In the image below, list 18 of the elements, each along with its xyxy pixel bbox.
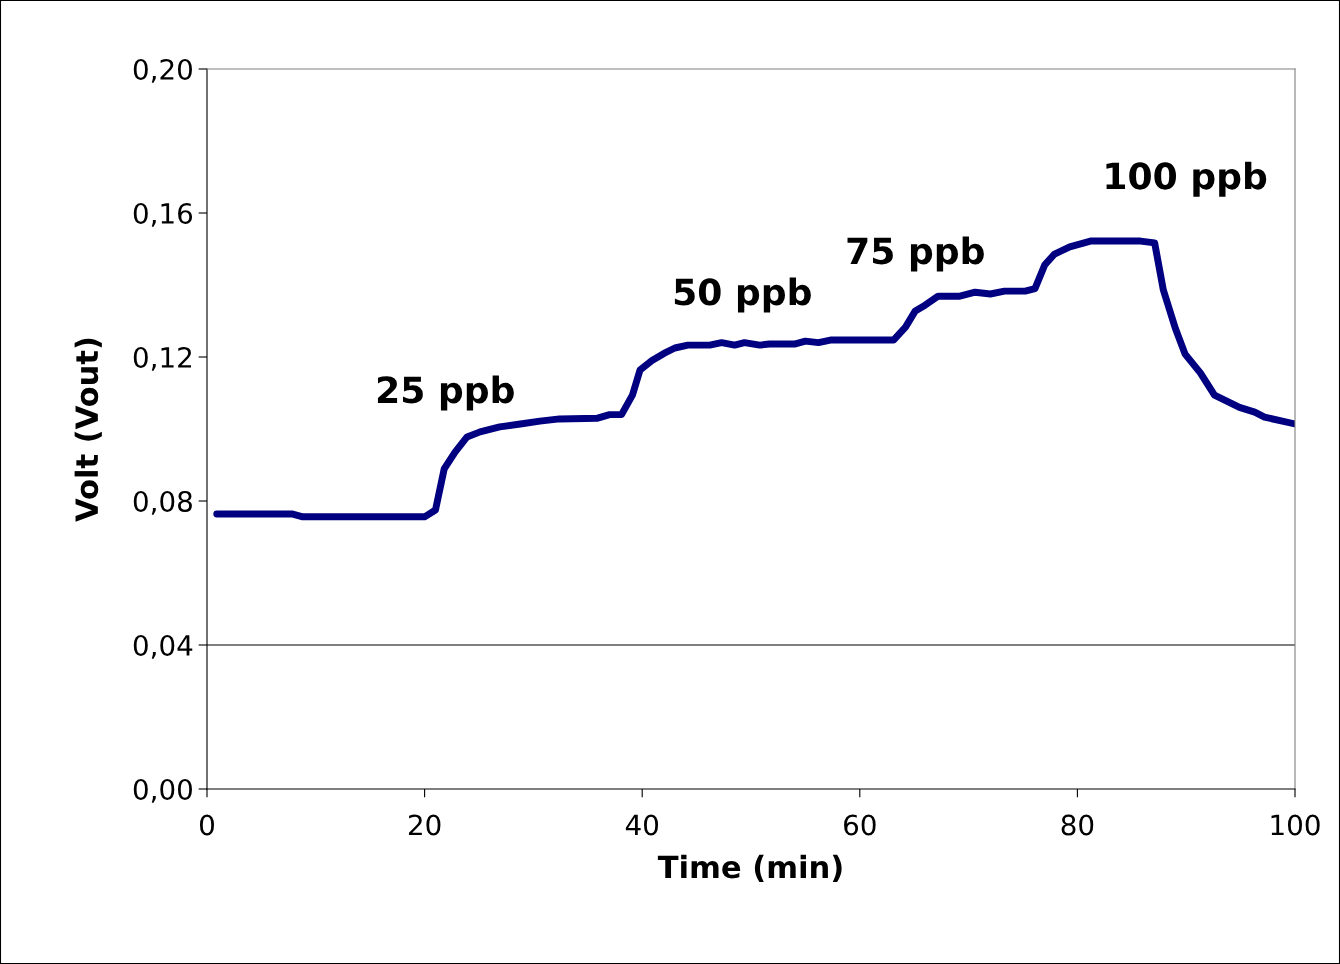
x-axis-title: Time (min) [657, 854, 842, 883]
annotation: 25 ppb [377, 375, 514, 411]
y-tick-label: 0,12 [133, 346, 192, 371]
annotation: 50 ppb [674, 277, 811, 313]
y-tick-label: 0,16 [133, 202, 193, 227]
y-tick-label: 0,00 [133, 778, 192, 803]
x-tick-label: 80 [1061, 814, 1094, 836]
annotation: 100 ppb [1106, 161, 1267, 197]
x-tick-label: 60 [844, 814, 876, 836]
x-tick-label: 40 [625, 814, 659, 836]
y-tick-label: 0,08 [133, 490, 192, 515]
y-axis-title: Volt (Vout) [74, 338, 102, 522]
y-tick-label: 0,04 [133, 634, 193, 659]
x-tick-label: 0 [199, 814, 214, 836]
annotation: 75 ppb [847, 236, 984, 272]
y-tick-label: 0,20 [133, 58, 192, 83]
x-tick-label: 100 [1271, 814, 1320, 836]
x-tick-label: 20 [408, 814, 441, 836]
